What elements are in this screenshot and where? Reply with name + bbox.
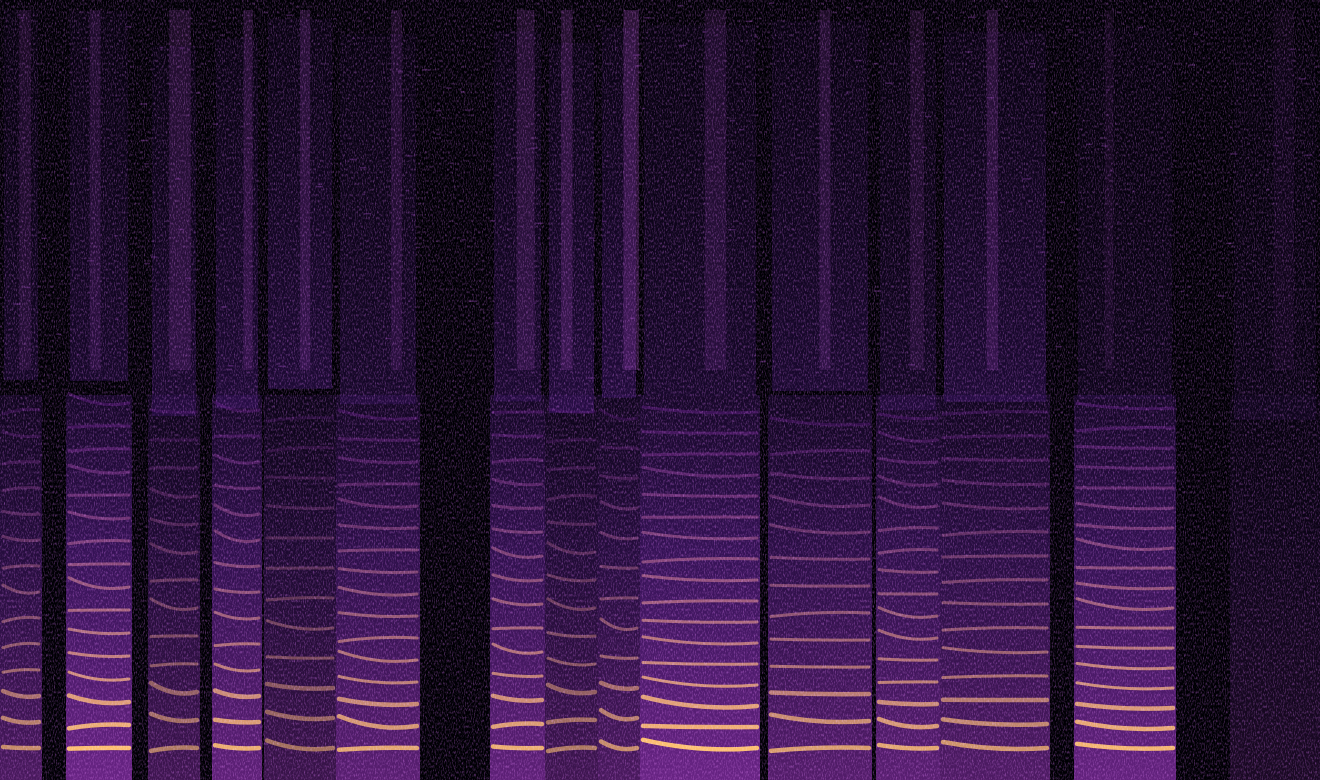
spectrogram (0, 0, 1320, 780)
page: (() => { const data = JSON.parse(documen… (0, 0, 1320, 780)
noise-texture (0, 0, 1320, 780)
